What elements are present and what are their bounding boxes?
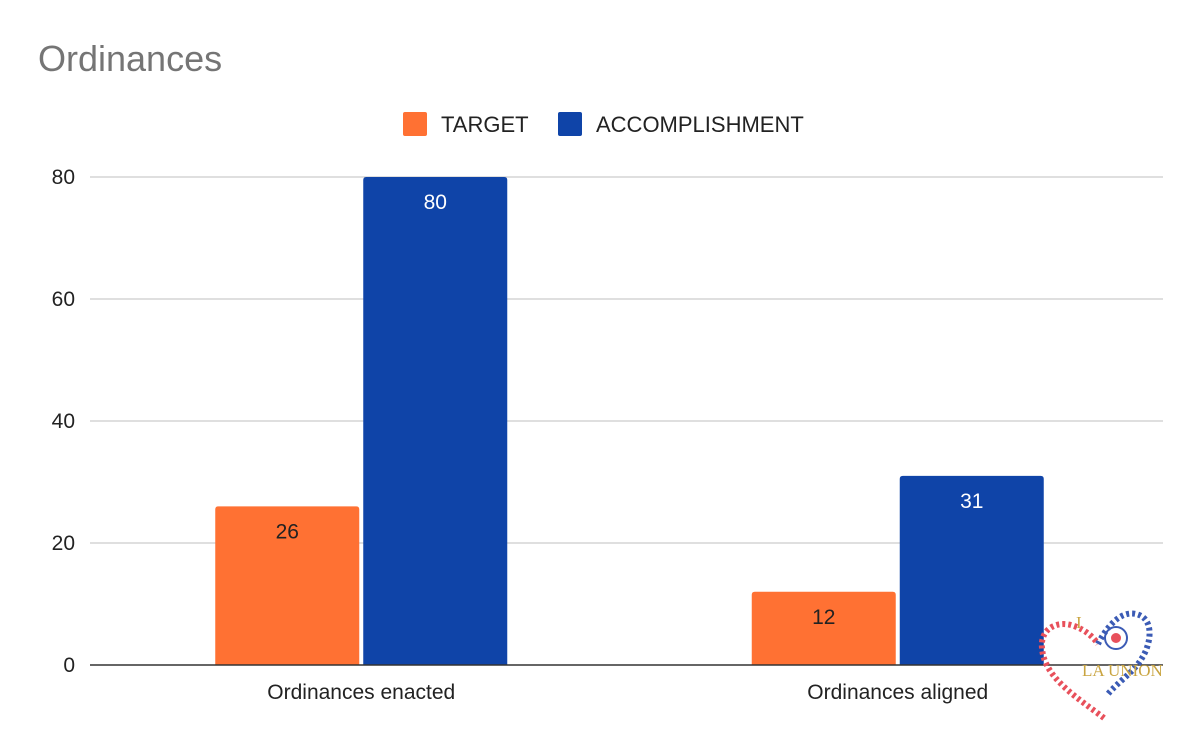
heart-right-half-icon	[1095, 610, 1153, 696]
seal-icon	[1104, 626, 1128, 650]
x-tick-label: Ordinances enacted	[267, 681, 455, 704]
bars: 26 80 12 31	[215, 177, 1044, 665]
logo-text-top: I	[1076, 613, 1082, 632]
bar-target	[215, 506, 360, 665]
bar-target	[751, 591, 896, 665]
logo-text-bottom: LA UNION	[1082, 661, 1163, 680]
legend-label-accomplishment: ACCOMPLISHMENT	[596, 112, 804, 137]
data-label: 26	[276, 520, 299, 543]
legend-swatch-target	[403, 112, 427, 136]
y-tick-label: 20	[52, 532, 75, 555]
chart-title: Ordinances	[38, 38, 223, 79]
legend-label-target: TARGET	[441, 112, 529, 137]
bar-accomplishment	[899, 475, 1044, 665]
legend-swatch-accomplishment	[558, 112, 582, 136]
data-label: 31	[960, 490, 983, 513]
y-tick-label: 40	[52, 410, 75, 433]
y-tick-label: 80	[52, 166, 75, 189]
x-tick-label: Ordinances aligned	[807, 681, 988, 704]
x-axis-ticks: Ordinances enacted Ordinances aligned	[267, 681, 988, 704]
y-axis-ticks: 0 20 40 60 80	[52, 166, 75, 677]
data-label: 12	[812, 606, 835, 629]
la-union-logo: I LA UNION	[1038, 610, 1163, 721]
y-tick-label: 0	[63, 654, 75, 677]
seal-center-icon	[1111, 633, 1121, 643]
y-tick-label: 60	[52, 288, 75, 311]
legend: TARGET ACCOMPLISHMENT	[403, 112, 804, 137]
heart-left-half-icon	[1038, 621, 1106, 721]
data-label: 80	[424, 191, 447, 214]
bar-accomplishment	[363, 177, 508, 665]
